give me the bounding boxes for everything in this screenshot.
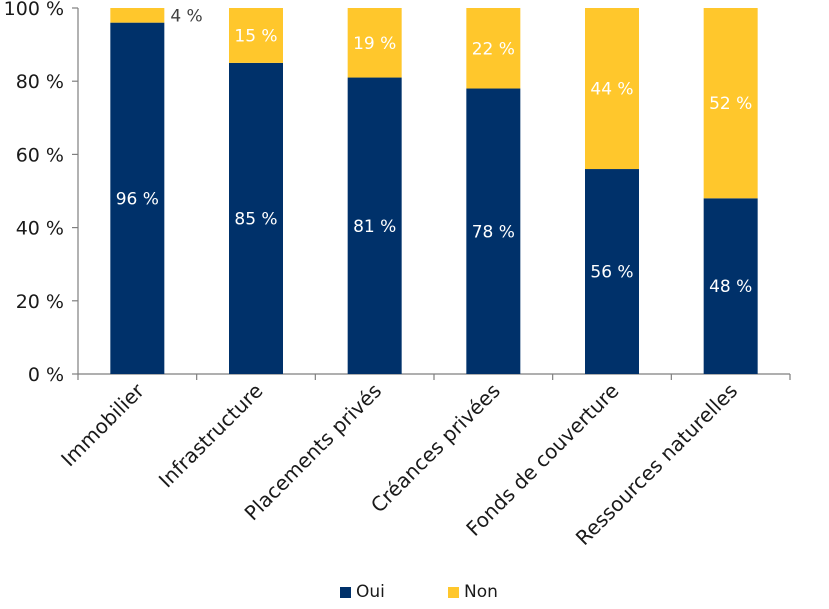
bar-non-6: [703, 8, 758, 199]
category-label-4: Créances privées: [366, 379, 505, 518]
y-tick-label: 80 %: [16, 71, 64, 93]
data-label-oui-5: 56 %: [590, 263, 633, 283]
data-labels: 96 % 4 % 85 % 15 % 81 % 19 % 78 % 22 % 56 % 44 % 4…: [116, 6, 753, 297]
data-label-non-5: 44 %: [590, 80, 633, 100]
y-tick-label: 20 %: [16, 291, 64, 313]
data-label-non-3: 19 %: [353, 34, 396, 54]
legend-label-non: Non: [464, 582, 498, 602]
bar-oui-5: [585, 169, 639, 374]
legend-swatch-oui: [340, 587, 351, 598]
data-label-oui-1: 96 %: [116, 189, 159, 209]
y-tick-label: 0 %: [28, 364, 64, 386]
data-label-oui-3: 81 %: [353, 217, 396, 237]
data-label-non-6: 52 %: [709, 94, 752, 114]
category-label-2: Infrastructure: [154, 379, 268, 493]
axes: 0 % 20 % 40 % 60 % 80 % 100 %: [4, 0, 791, 386]
bar-non-5: [585, 8, 639, 170]
y-tick-label: 40 %: [16, 218, 64, 240]
data-label-non-4: 22 %: [472, 39, 515, 59]
bar-non-2: [229, 8, 283, 63]
bar-oui-4: [466, 88, 521, 375]
category-label-1: Immobilier: [56, 378, 149, 471]
y-tick-label: 60 %: [16, 144, 64, 166]
legend-swatch-non: [448, 587, 459, 598]
bar-non-3: [347, 8, 402, 78]
y-tick-label: 100 %: [4, 0, 64, 20]
data-label-oui-6: 48 %: [709, 277, 752, 297]
bar-non-1: [110, 8, 165, 23]
bars: [110, 8, 758, 375]
data-label-non-2: 15 %: [234, 26, 277, 46]
legend: Oui Non: [340, 582, 498, 602]
data-label-oui-2: 85 %: [234, 209, 277, 229]
data-label-non-1: 4 %: [170, 6, 202, 26]
bar-oui-6: [703, 198, 758, 374]
bar-oui-1: [110, 22, 165, 374]
data-label-oui-4: 78 %: [472, 222, 515, 242]
bar-oui-2: [229, 62, 283, 375]
bar-non-4: [466, 8, 521, 89]
bar-oui-3: [347, 77, 402, 374]
legend-label-oui: Oui: [356, 582, 385, 602]
